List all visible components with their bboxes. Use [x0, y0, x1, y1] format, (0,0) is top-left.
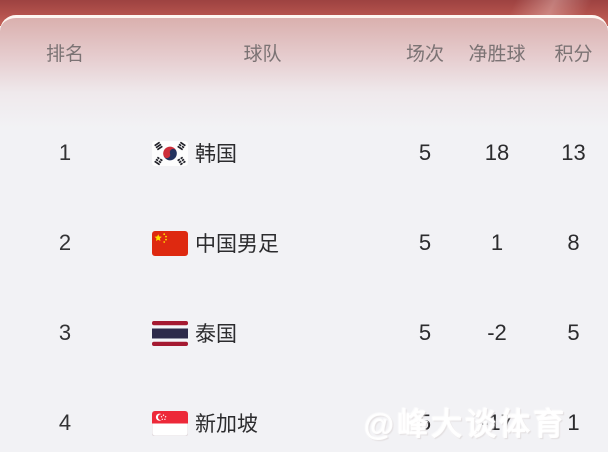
thailand-flag-icon	[152, 320, 188, 346]
header-matches: 场次	[405, 43, 444, 65]
team-name: 泰国	[195, 323, 237, 346]
matches-value: 5	[418, 230, 432, 255]
table-header-row: 排名 球队 场次 净胜球 积分	[0, 32, 608, 72]
rank-value: 3	[58, 320, 72, 345]
points-value: 5	[567, 320, 580, 345]
rank-value: 1	[58, 140, 72, 165]
matches-value: 5	[418, 140, 432, 165]
rank-value: 4	[58, 410, 72, 435]
south-korea-flag-icon	[152, 140, 188, 166]
points-value: 13	[561, 140, 586, 165]
team-name: 韩国	[195, 143, 237, 166]
table-row-thailand[interactable]: 3 泰国 5 -2 5	[0, 288, 608, 378]
goal-diff-value: 18	[484, 140, 510, 165]
table-row-singapore[interactable]: 4 新加坡 5 -17	[0, 378, 608, 452]
goal-diff-value: -17	[481, 410, 513, 435]
header-points: 积分	[554, 43, 593, 65]
team-name: 中国男足	[195, 233, 279, 256]
rank-value: 2	[58, 230, 72, 255]
singapore-flag-icon	[152, 410, 188, 436]
goal-diff-value: 1	[490, 230, 504, 255]
goal-diff-value: -2	[487, 320, 507, 345]
points-value: 1	[567, 410, 580, 435]
matches-value: 5	[418, 320, 432, 345]
standings-card: 排名 球队 场次 净胜球 积分 1	[0, 15, 608, 452]
table-row-south-korea[interactable]: 1	[0, 108, 608, 198]
china-flag-icon	[152, 230, 188, 256]
matches-value: 5	[418, 410, 432, 435]
table-body: 1	[0, 108, 608, 452]
points-value: 8	[567, 230, 580, 255]
team-name: 新加坡	[195, 413, 258, 436]
table-row-china[interactable]: 2 中国男足 5 1 8	[0, 198, 608, 288]
header-team: 球队	[243, 43, 282, 65]
header-rank: 排名	[45, 43, 84, 65]
header-goal-diff: 净胜球	[468, 43, 526, 65]
